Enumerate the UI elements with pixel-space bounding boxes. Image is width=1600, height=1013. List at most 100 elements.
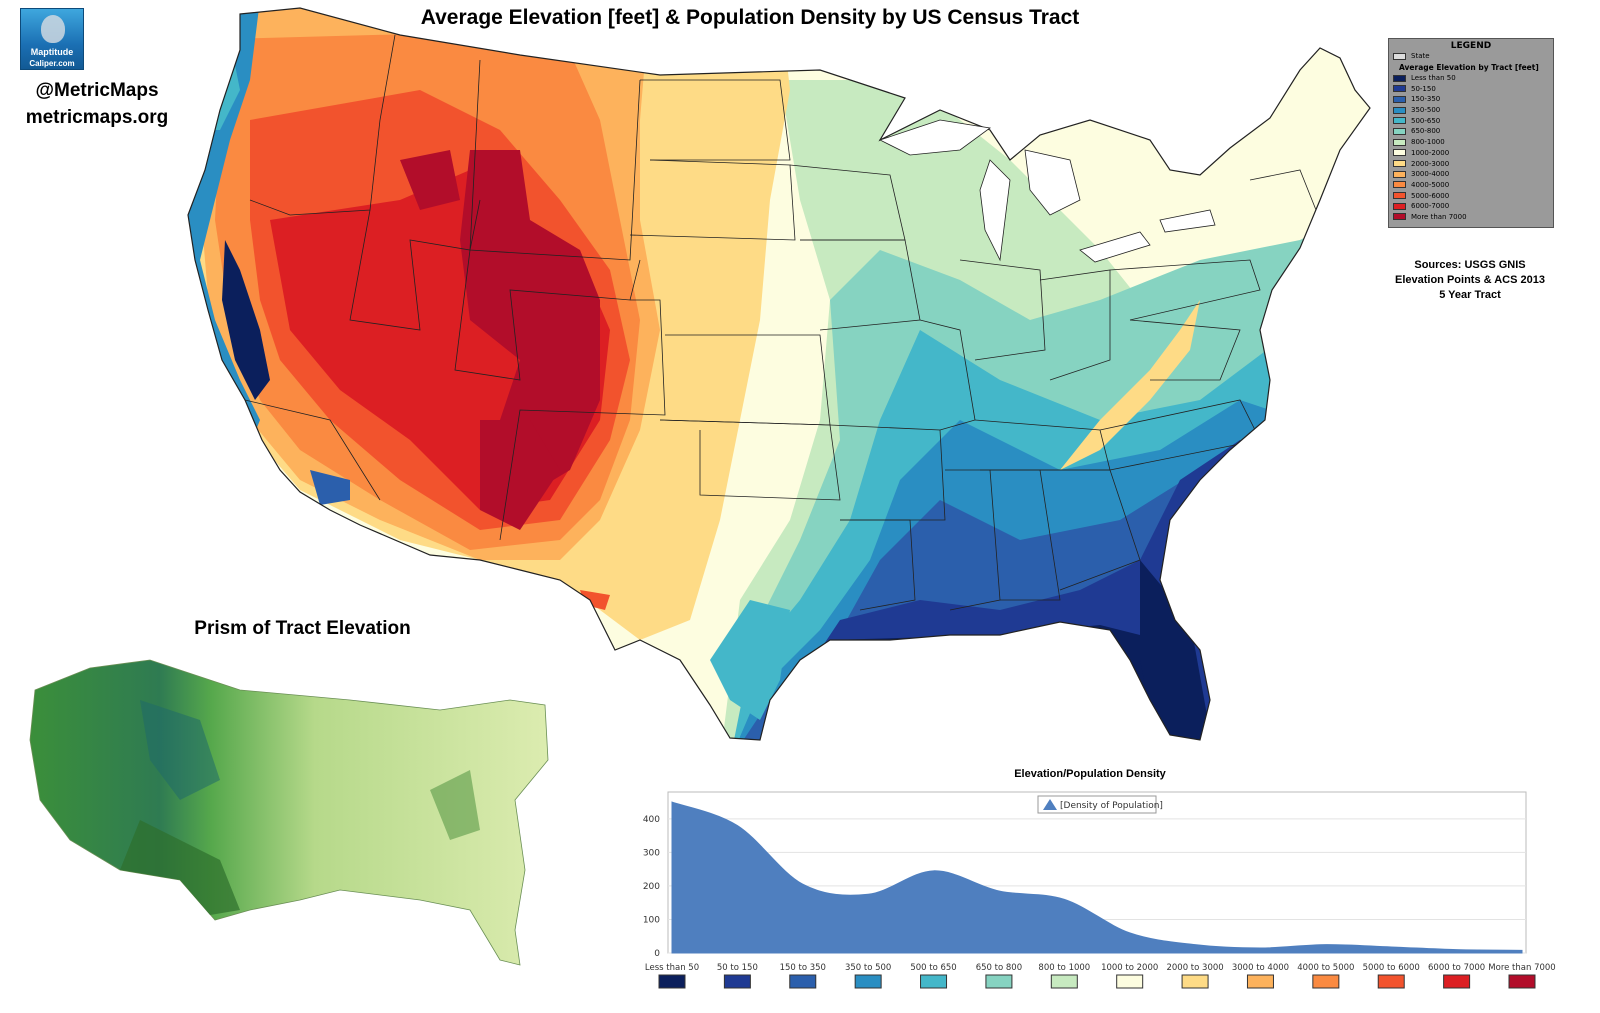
legend-class-label: 4000-5000: [1411, 180, 1450, 189]
website-label: metricmaps.org: [25, 107, 169, 128]
legend-swatch-icon: [1393, 192, 1406, 200]
prism-title: Prism of Tract Elevation: [194, 618, 411, 639]
legend-swatch-icon: [1393, 160, 1406, 168]
x-category-swatch: [1050, 974, 1078, 989]
sources-line-1: Sources: USGS GNIS: [1414, 259, 1526, 271]
x-category-swatch: [1181, 974, 1209, 989]
x-category-label: 6000 to 7000: [1428, 963, 1485, 973]
legend-class-row: More than 7000: [1389, 212, 1553, 223]
x-category-label: 500 to 650: [910, 963, 956, 973]
maptitude-logo: Maptitude Caliper.com: [20, 8, 84, 70]
map-title: Average Elevation [feet] & Population De…: [420, 6, 1080, 29]
chart-legend-label: [Density of Population]: [1060, 801, 1163, 811]
legend-swatch-icon: [1393, 74, 1406, 82]
y-tick-label: 300: [643, 848, 660, 858]
legend-class-row: Less than 50: [1389, 73, 1553, 84]
legend-class-label: 1000-2000: [1411, 148, 1450, 157]
x-category-swatch: [1508, 974, 1536, 989]
legend-swatch-icon: [1393, 106, 1406, 114]
legend-swatch-icon: [1393, 117, 1406, 125]
x-category-label: 2000 to 3000: [1166, 963, 1223, 973]
legend-class-label: 5000-6000: [1411, 191, 1450, 200]
x-category-label: 650 to 800: [976, 963, 1022, 973]
legend-class-row: 1000-2000: [1389, 148, 1553, 159]
great-lakes: [878, 119, 1216, 263]
legend-class-row: 150-350: [1389, 94, 1553, 105]
x-category-swatch: [723, 974, 751, 989]
legend-class-label: 350-500: [1411, 106, 1441, 115]
legend-class-label: Less than 50: [1411, 74, 1456, 83]
legend-class-label: 3000-4000: [1411, 170, 1450, 179]
x-category-swatch: [658, 974, 686, 989]
x-category-label: More than 7000: [1488, 963, 1555, 973]
legend-classes: Less than 50 50-150 150-350 350-500 500-650 6…: [1389, 73, 1553, 223]
x-category-swatch: [1443, 974, 1471, 989]
head-silhouette-icon: [41, 15, 65, 43]
legend-state-label: State: [1411, 52, 1430, 61]
legend-class-label: 650-800: [1411, 127, 1441, 136]
state-swatch-icon: [1393, 52, 1406, 60]
logo-line-1: Maptitude: [30, 47, 74, 57]
x-category-label: 50 to 150: [717, 963, 758, 973]
legend-class-label: 800-1000: [1411, 138, 1445, 147]
legend-swatch-icon: [1393, 202, 1406, 210]
density-area-series: [671, 801, 1523, 954]
x-category-swatch: [789, 974, 817, 989]
legend-swatch-icon: [1393, 170, 1406, 178]
x-category-label: 1000 to 2000: [1101, 963, 1158, 973]
chart-legend-area-icon: [1043, 799, 1057, 810]
y-tick-label: 200: [643, 882, 660, 892]
y-tick-label: 0: [654, 949, 660, 959]
x-category-swatch: [1246, 974, 1274, 989]
map-legend: LEGEND State Average Elevation by Tract …: [1388, 38, 1554, 228]
legend-swatch-icon: [1393, 181, 1406, 189]
x-category-label: 800 to 1000: [1038, 963, 1090, 973]
legend-class-row: 650-800: [1389, 126, 1553, 137]
chart-title: Elevation/Population Density: [1014, 768, 1166, 780]
legend-class-label: 500-650: [1411, 116, 1441, 125]
x-category-swatch: [985, 974, 1013, 989]
x-category-swatch: [1312, 974, 1340, 989]
x-category-label: Less than 50: [645, 963, 699, 973]
x-category-label: 150 to 350: [780, 963, 826, 973]
elevation-prism-map: [29, 659, 549, 966]
sources-note: Sources: USGS GNIS Elevation Points & AC…: [1380, 258, 1560, 303]
legend-class-row: 3000-4000: [1389, 169, 1553, 180]
logo-line-2: Caliper.com: [29, 59, 75, 68]
legend-swatch-icon: [1393, 213, 1406, 221]
legend-class-row: 6000-7000: [1389, 201, 1553, 212]
legend-swatch-icon: [1393, 95, 1406, 103]
legend-class-row: 500-650: [1389, 115, 1553, 126]
legend-swatch-icon: [1393, 85, 1406, 93]
legend-subtitle: Average Elevation by Tract [feet]: [1399, 62, 1539, 72]
legend-class-label: More than 7000: [1411, 212, 1467, 221]
twitter-handle: @MetricMaps: [35, 80, 159, 101]
x-category-swatch: [854, 974, 882, 989]
legend-class-row: 800-1000: [1389, 137, 1553, 148]
legend-swatch-icon: [1393, 127, 1406, 135]
legend-class-row: 350-500: [1389, 105, 1553, 116]
sources-line-3: 5 Year Tract: [1439, 289, 1501, 301]
x-category-swatch: [1377, 974, 1405, 989]
chart-legend-box: [1037, 795, 1157, 814]
state-boundaries: [244, 34, 1321, 611]
sources-line-2: Elevation Points & ACS 2013: [1395, 274, 1545, 286]
x-category-label: 3000 to 4000: [1232, 963, 1289, 973]
legend-class-label: 50-150: [1411, 84, 1436, 93]
legend-state-row: State: [1389, 51, 1553, 62]
legend-class-row: 4000-5000: [1389, 180, 1553, 191]
x-category-swatch: [920, 974, 948, 989]
legend-swatch-icon: [1393, 138, 1406, 146]
legend-class-label: 2000-3000: [1411, 159, 1450, 168]
legend-class-label: 6000-7000: [1411, 202, 1450, 211]
legend-class-label: 150-350: [1411, 95, 1441, 104]
x-category-label: 5000 to 6000: [1363, 963, 1420, 973]
legend-class-row: 5000-6000: [1389, 190, 1553, 201]
legend-class-row: 2000-3000: [1389, 158, 1553, 169]
x-category-label: 4000 to 5000: [1297, 963, 1354, 973]
y-tick-label: 400: [643, 815, 660, 825]
legend-title: LEGEND: [1450, 41, 1492, 51]
y-tick-label: 100: [643, 915, 660, 925]
